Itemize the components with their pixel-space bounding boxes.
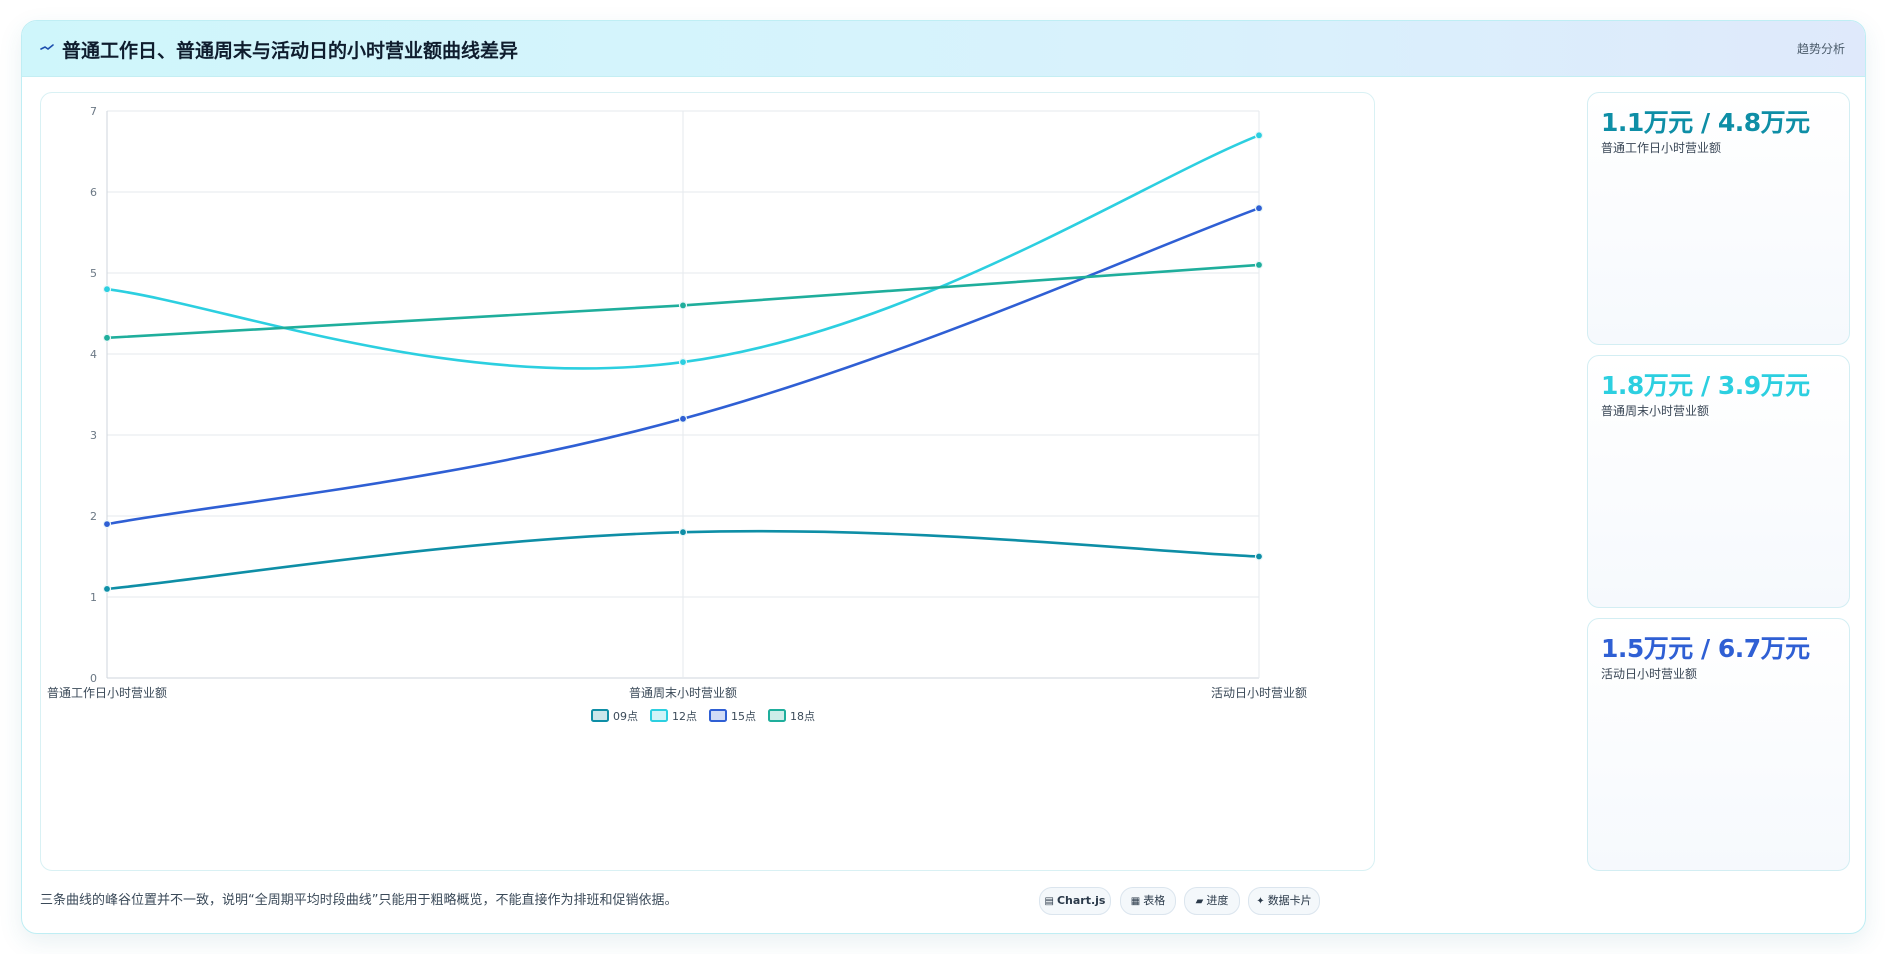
data-point-09点-0 <box>102 584 112 593</box>
legend-swatch-18点 <box>768 709 786 722</box>
legend-label-12点: 12点 <box>672 710 697 723</box>
line-chart: 0 1 2 3 4 5 6 7 普通工作日小时营业额 普通周末小时营业额 活动日小时营业额 09点 12… <box>47 105 1307 723</box>
y-tick-label: 1 <box>90 591 97 604</box>
x-tick-label: 普通周末小时营业额 <box>629 686 737 700</box>
stat-card-event[interactable]: 1.5万元 / 6.7万元 活动日小时营业额 <box>1587 618 1850 871</box>
page-title: 普通工作日、普通周末与活动日的小时营业额曲线差异 <box>62 40 519 62</box>
chart-panel: 0 1 2 3 4 5 6 7 普通工作日小时营业额 普通周末小时营业额 活动日小时营业额 09点 12… <box>40 92 1375 871</box>
y-tick-label: 6 <box>90 186 97 199</box>
tag-data-card-label: 数据卡片 <box>1267 894 1312 907</box>
stat-card-weekday[interactable]: 1.1万元 / 4.8万元 普通工作日小时营业额 <box>1587 92 1850 345</box>
card-icon: ✦ <box>1256 896 1265 907</box>
trend-analysis-badge[interactable]: 趋势分析 <box>1796 42 1845 56</box>
dashboard-card: 普通工作日、普通周末与活动日的小时营业额曲线差异 趋势分析 0 1 2 3 4 5 6 7 普通… <box>21 20 1866 934</box>
y-tick-label: 0 <box>90 672 97 685</box>
x-tick-label: 活动日小时营业额 <box>1211 686 1307 700</box>
data-point-15点-1 <box>678 414 688 423</box>
stat-label-event: 活动日小时营业额 <box>1601 667 1698 681</box>
data-point-09点-2 <box>1254 552 1264 561</box>
tag-table[interactable]: ▦ 表格 <box>1120 887 1176 915</box>
chart-footnote: 三条曲线的峰谷位置并不一致，说明“全周期平均时段曲线”只能用于粗略概览，不能直接… <box>40 893 678 908</box>
tag-chartjs[interactable]: ▤ Chart.js <box>1039 887 1111 915</box>
data-point-09点-1 <box>678 528 688 537</box>
y-tick-label: 4 <box>90 348 97 361</box>
tag-progress-label: 进度 <box>1206 894 1229 907</box>
data-point-15点-2 <box>1254 204 1264 213</box>
card-header: 普通工作日、普通周末与活动日的小时营业额曲线差异 趋势分析 <box>22 21 1865 77</box>
legend-label-15点: 15点 <box>731 710 756 723</box>
y-tick-label: 3 <box>90 429 97 442</box>
legend-label-18点: 18点 <box>790 710 815 723</box>
table-icon: ▦ <box>1130 896 1141 907</box>
data-point-12点-2 <box>1254 131 1264 140</box>
legend-label-09点: 09点 <box>613 710 638 723</box>
tag-chartjs-label: Chart.js <box>1056 894 1106 907</box>
data-point-15点-0 <box>102 520 112 529</box>
data-point-12点-0 <box>102 285 112 294</box>
stat-label-weekday: 普通工作日小时营业额 <box>1601 141 1722 155</box>
x-tick-label: 普通工作日小时营业额 <box>47 686 167 700</box>
stat-card-weekend[interactable]: 1.8万元 / 3.9万元 普通周末小时营业额 <box>1587 355 1850 608</box>
trend-line-icon <box>40 44 54 50</box>
stat-value-weekday: 1.1万元 / 4.8万元 <box>1601 108 1810 137</box>
data-point-18点-2 <box>1254 260 1264 269</box>
tag-data-card[interactable]: ✦ 数据卡片 <box>1248 887 1320 915</box>
stat-label-weekend: 普通周末小时营业额 <box>1601 404 1710 418</box>
y-tick-label: 2 <box>90 510 97 523</box>
legend-swatch-09点 <box>591 709 609 722</box>
y-tick-label: 7 <box>90 105 97 118</box>
y-tick-label: 5 <box>90 267 97 280</box>
data-point-18点-1 <box>678 301 688 310</box>
stat-value-weekend: 1.8万元 / 3.9万元 <box>1601 371 1810 400</box>
progress-icon: ▰ <box>1195 896 1204 907</box>
legend-swatch-12点 <box>650 709 668 722</box>
tag-progress[interactable]: ▰ 进度 <box>1184 887 1240 915</box>
data-point-12点-1 <box>678 358 688 367</box>
stat-value-event: 1.5万元 / 6.7万元 <box>1601 634 1810 663</box>
chart-icon: ▤ <box>1044 896 1054 907</box>
tag-table-label: 表格 <box>1143 894 1166 907</box>
data-point-18点-0 <box>102 333 112 342</box>
legend-swatch-15点 <box>709 709 727 722</box>
